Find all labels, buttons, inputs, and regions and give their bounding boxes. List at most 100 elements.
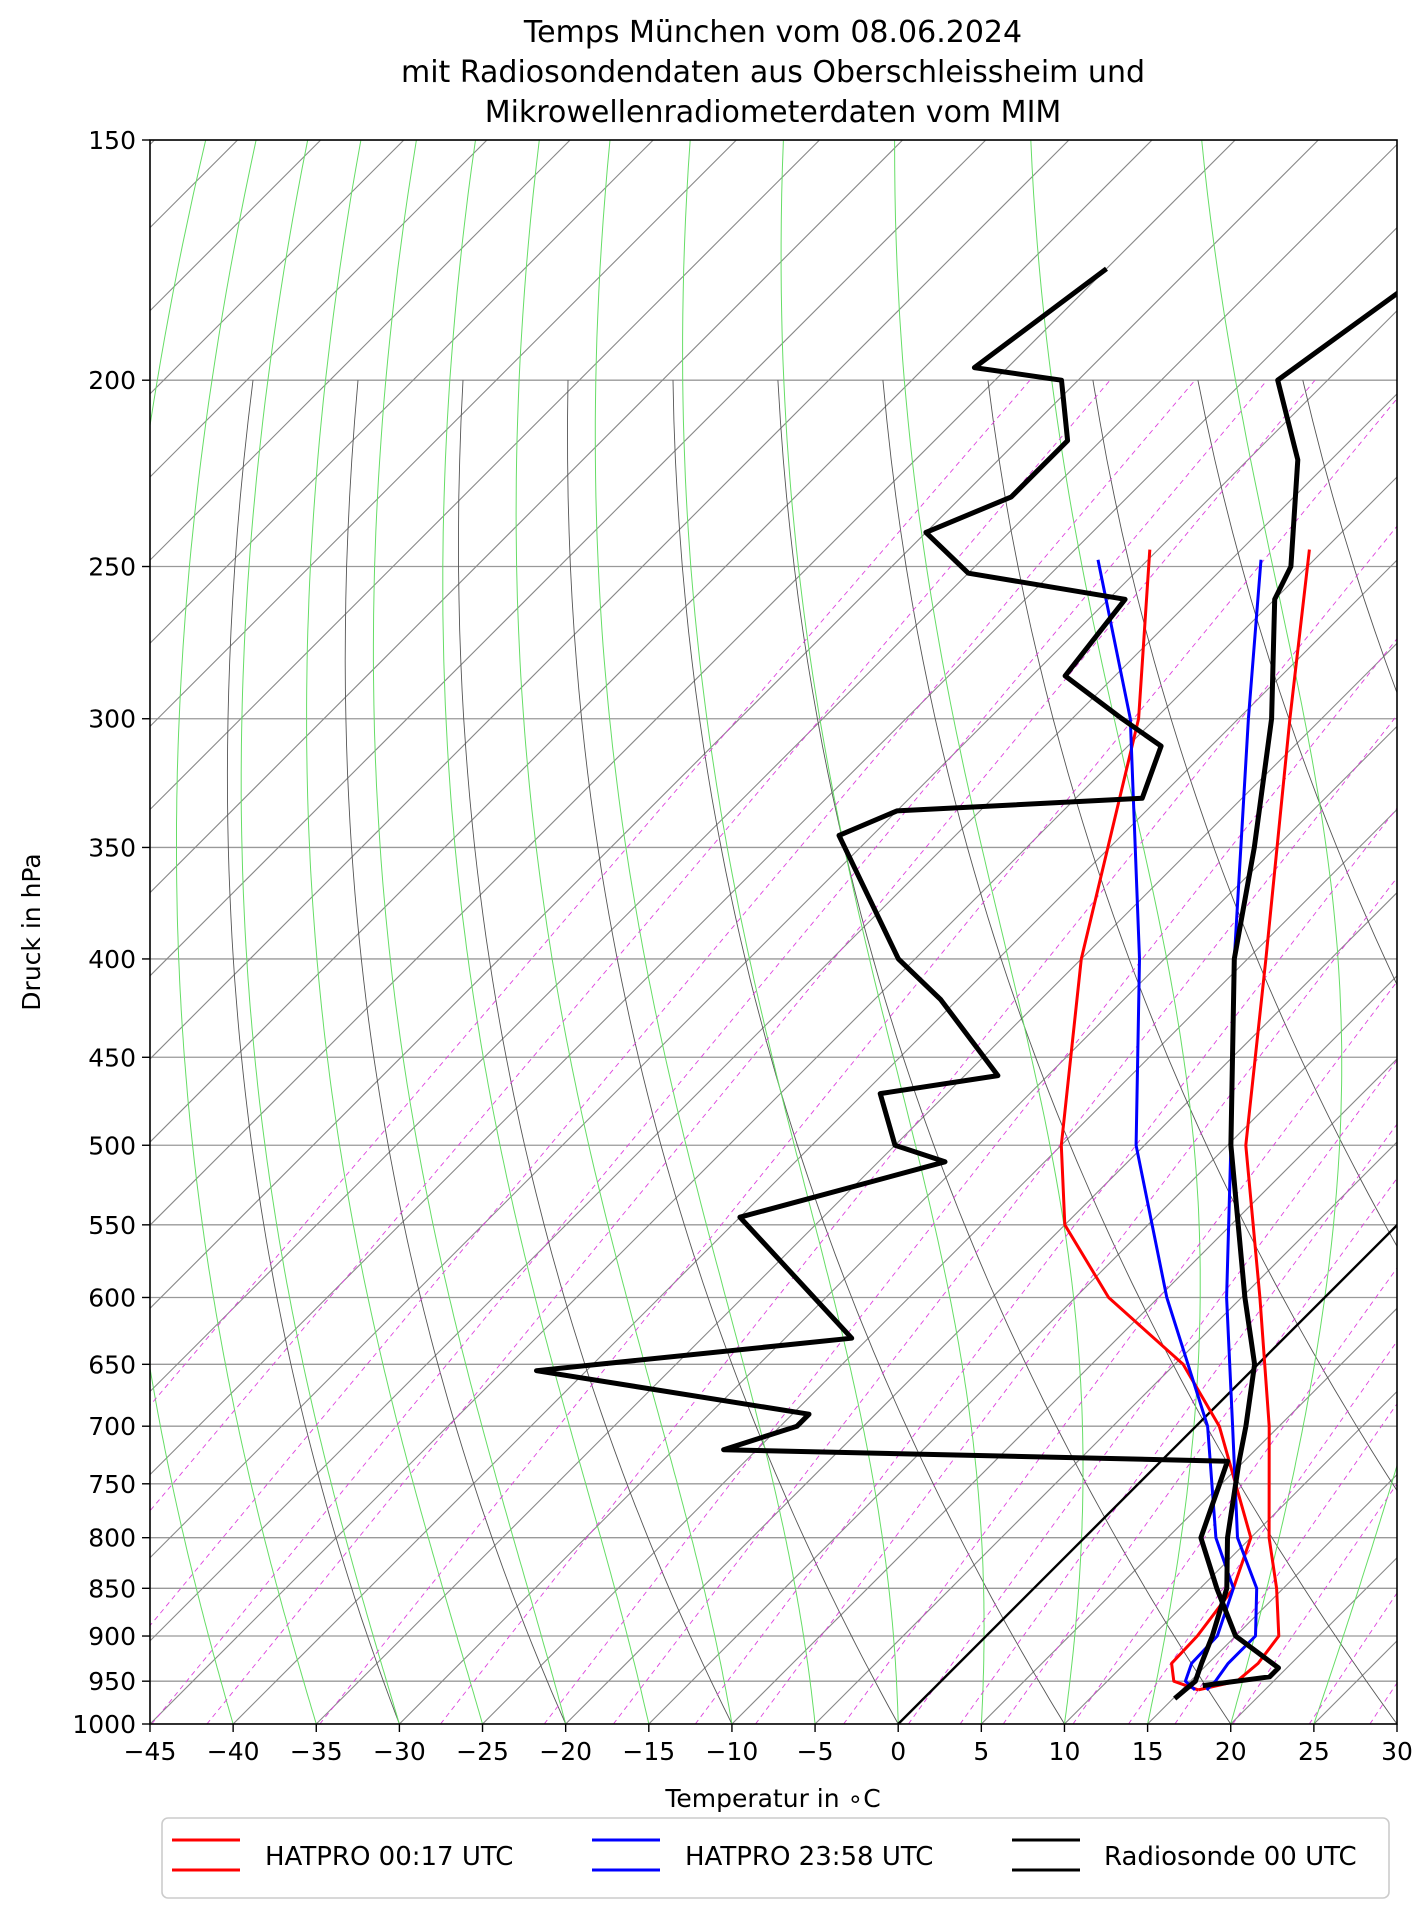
dry-adiabat-line bbox=[458, 380, 733, 1724]
y-tick-label: 950 bbox=[88, 1667, 136, 1696]
isotherm-line bbox=[150, 140, 987, 977]
series-hatpro-2358-dewpoint bbox=[1096, 559, 1235, 1692]
moist-adiabat-line bbox=[1030, 140, 1201, 1724]
isobar-gridlines bbox=[150, 140, 1397, 1724]
y-tick-label: 600 bbox=[88, 1283, 136, 1312]
mixing-ratio-line bbox=[150, 379, 1196, 1627]
isotherm-line bbox=[150, 140, 405, 395]
mixing-ratio-line bbox=[1128, 1340, 1397, 1724]
dry-adiabat-line bbox=[567, 380, 899, 1724]
x-axis-ticks: −45 −40 −35 −30 −25 −20 −15 −10 −5 0 5 10 15 20 25 30 bbox=[124, 1724, 1413, 1766]
moist-adiabat-line bbox=[1201, 140, 1343, 1724]
legend-label-radiosonde: Radiosonde 00 UTC bbox=[1104, 1842, 1357, 1872]
y-tick-label: 800 bbox=[88, 1524, 136, 1553]
isotherm-line bbox=[150, 140, 1153, 1143]
mixing-ratio-line bbox=[1232, 1483, 1397, 1724]
isotherm-line bbox=[315, 642, 1397, 1724]
mixing-ratio-line bbox=[206, 379, 1316, 1724]
mixing-ratio-line bbox=[613, 714, 1397, 1724]
isotherm-line bbox=[399, 725, 1397, 1724]
isotherm-line bbox=[1396, 1723, 1397, 1724]
y-tick-label: 450 bbox=[88, 1043, 136, 1072]
y-tick-label: 500 bbox=[88, 1131, 136, 1160]
dry-adiabat-line bbox=[1408, 380, 1427, 1724]
moist-adiabat-line bbox=[894, 140, 1084, 1724]
mixing-ratio-line bbox=[1002, 1177, 1397, 1724]
x-tick-label: 25 bbox=[1298, 1737, 1330, 1766]
mixing-ratio-line bbox=[1308, 1592, 1397, 1724]
mixing-ratio-line bbox=[150, 379, 1031, 1407]
isotherm-line bbox=[150, 140, 322, 312]
x-tick-label: −10 bbox=[706, 1737, 759, 1766]
y-tick-label: 150 bbox=[88, 126, 136, 155]
legend-label-hatpro-2358: HATPRO 23:58 UTC bbox=[685, 1842, 933, 1872]
y-tick-label: 300 bbox=[88, 705, 136, 734]
mixing-ratio-line bbox=[959, 1123, 1397, 1724]
moist-adiabat-line bbox=[150, 140, 234, 1724]
mixing-ratio-line bbox=[755, 877, 1397, 1724]
legend-entry-radiosonde: Radiosonde 00 UTC bbox=[1012, 1838, 1357, 1872]
mixing-ratio-line bbox=[543, 638, 1397, 1724]
isotherm-line bbox=[980, 1307, 1397, 1724]
y-axis-label: Druck in hPa bbox=[17, 853, 46, 1010]
isotherm-line bbox=[150, 140, 488, 478]
dry-adiabat-line bbox=[987, 380, 1397, 1492]
moist-adiabat-line bbox=[515, 140, 733, 1724]
isotherm-line bbox=[150, 309, 1397, 1559]
x-tick-label: −5 bbox=[797, 1737, 834, 1766]
y-tick-label: 650 bbox=[88, 1350, 136, 1379]
y-tick-label: 850 bbox=[88, 1574, 136, 1603]
isotherm-gridlines bbox=[150, 140, 1397, 1724]
isotherm-line bbox=[150, 140, 1319, 1310]
dry-adiabat-line bbox=[226, 380, 400, 1724]
plot-frame bbox=[149, 139, 1398, 1725]
dry-adiabat-line bbox=[777, 380, 1232, 1724]
moist-adiabat-line bbox=[240, 140, 400, 1724]
y-tick-label: 700 bbox=[88, 1412, 136, 1441]
x-axis-label: Temperatur in ∘C bbox=[664, 1784, 880, 1813]
x-tick-label: 5 bbox=[973, 1737, 989, 1766]
legend-label-hatpro-0017: HATPRO 00:17 UTC bbox=[265, 1842, 513, 1872]
title-line-2: mit Radiosondendaten aus Oberschleisshei… bbox=[401, 55, 1145, 90]
y-tick-label: 550 bbox=[88, 1211, 136, 1240]
isotherm-line bbox=[1064, 1390, 1397, 1724]
mixing-ratio-line bbox=[1420, 380, 1427, 1724]
dry-adiabat-line bbox=[1197, 380, 1397, 986]
moist-adiabat-line bbox=[306, 140, 483, 1724]
x-tick-label: −15 bbox=[622, 1737, 675, 1766]
isotherm-line bbox=[150, 140, 904, 894]
x-tick-label: −45 bbox=[124, 1737, 177, 1766]
plot-area bbox=[150, 140, 1427, 1724]
y-tick-label: 400 bbox=[88, 945, 136, 974]
isotherm-line bbox=[150, 140, 654, 645]
moist-adiabats bbox=[150, 140, 1397, 1724]
series-radiosonde-dewpoint bbox=[534, 266, 1281, 1689]
series-radiosonde-temperature bbox=[1173, 290, 1397, 1701]
x-tick-label: 20 bbox=[1215, 1737, 1247, 1766]
legend-entry-hatpro-0017: HATPRO 00:17 UTC bbox=[172, 1838, 513, 1872]
isotherm-line bbox=[1147, 1473, 1397, 1724]
data-series bbox=[534, 266, 1397, 1701]
isotherm-line bbox=[565, 891, 1397, 1724]
x-tick-label: 10 bbox=[1049, 1737, 1081, 1766]
isotherm-line bbox=[150, 140, 1070, 1060]
x-tick-label: 0 bbox=[890, 1737, 906, 1766]
isotherm-line bbox=[648, 975, 1397, 1724]
moist-adiabat-line bbox=[372, 140, 567, 1724]
moist-adiabat-line bbox=[682, 140, 899, 1724]
mixing-ratio-line bbox=[694, 807, 1397, 1724]
x-tick-label: 30 bbox=[1381, 1737, 1413, 1766]
legend-entry-hatpro-2358: HATPRO 23:58 UTC bbox=[592, 1838, 933, 1872]
isotherm-line bbox=[150, 143, 1397, 1393]
mixing-ratio-line bbox=[1072, 1267, 1397, 1724]
moist-adiabat-line bbox=[442, 140, 650, 1724]
title-line-3: Mikrowellenradiometerdaten vom MIM bbox=[485, 95, 1062, 130]
x-tick-label: 15 bbox=[1132, 1737, 1164, 1766]
isotherm-line bbox=[731, 1058, 1397, 1724]
dry-adiabat-line bbox=[1092, 380, 1397, 1248]
mixing-ratio-line bbox=[440, 525, 1397, 1724]
x-tick-label: −20 bbox=[539, 1737, 592, 1766]
dry-adiabat-line bbox=[344, 380, 567, 1724]
x-tick-label: −35 bbox=[290, 1737, 343, 1766]
isotherm-line bbox=[150, 226, 1397, 1476]
